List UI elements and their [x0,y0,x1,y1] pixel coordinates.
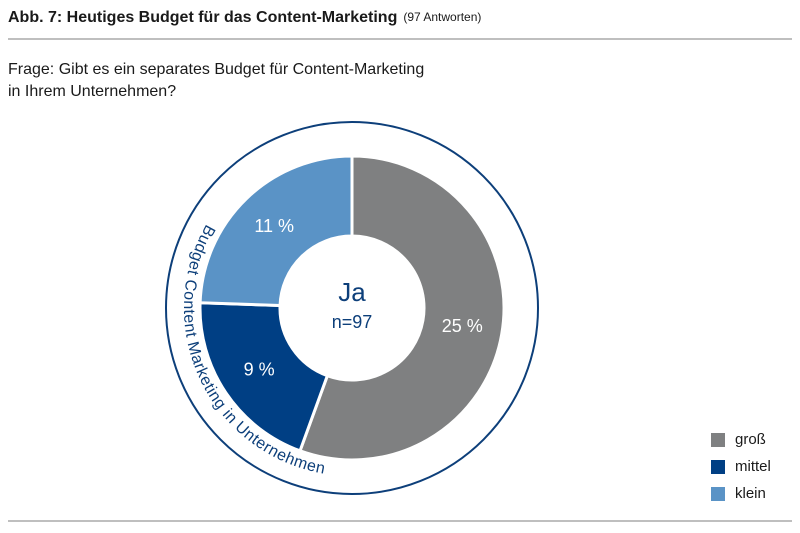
legend-swatch [711,433,725,447]
legend-label: mittel [735,458,771,475]
question-line: Frage: Gibt es ein separates Budget für … [8,61,424,78]
legend-label: klein [735,485,766,502]
chart-title: Abb. 7: Heutiges Budget für das Content-… [8,9,397,26]
legend-label: groß [735,431,766,448]
question-line: in Ihrem Unternehmen? [8,83,176,100]
legend-swatch [711,460,725,474]
outer-ring [165,121,539,495]
center-sublabel: n=97 [332,312,373,332]
value-label: 11 % [254,216,294,236]
slice [198,154,354,308]
slice [298,154,506,462]
slice [198,301,330,453]
chart-subtitle: (97 Antworten) [403,10,481,24]
value-label: 25 % [442,316,483,336]
title-line: Abb. 7: Heutiges Budget für das Content-… [8,9,481,26]
value-label: 9 % [244,359,275,379]
center-label: Ja [338,277,366,307]
legend-swatch [711,487,725,501]
